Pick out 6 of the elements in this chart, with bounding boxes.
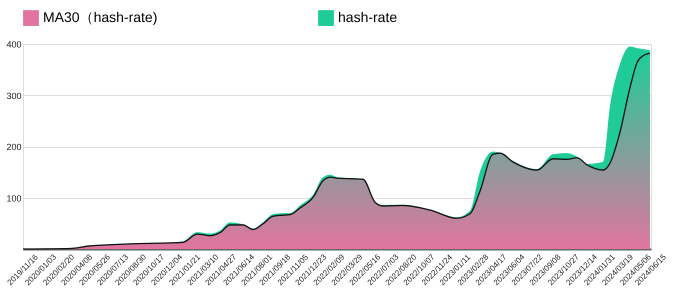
- y-tick-label: 200: [6, 142, 22, 152]
- y-tick-label: 100: [6, 193, 22, 204]
- y-tick-label: 300: [6, 90, 22, 101]
- y-tick-label: 400: [6, 40, 22, 50]
- legend-label: MA30（hash-rate): [43, 9, 158, 26]
- legend-label: hash-rate: [338, 9, 398, 26]
